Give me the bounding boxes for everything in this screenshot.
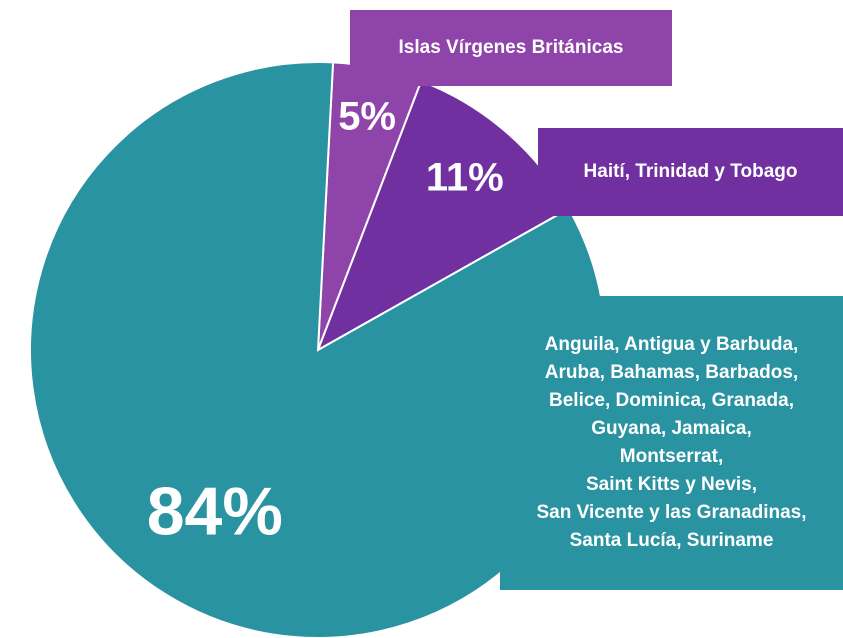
value-label: 11% xyxy=(426,156,504,200)
slice-label: Islas Vírgenes Británicas xyxy=(350,10,672,86)
slice-label: Haití, Trinidad y Tobago xyxy=(538,128,843,216)
value-label: 84% xyxy=(147,473,283,549)
slice-label: Anguila, Antigua y Barbuda, Aruba, Baham… xyxy=(500,296,843,590)
value-label: 5% xyxy=(338,95,396,139)
